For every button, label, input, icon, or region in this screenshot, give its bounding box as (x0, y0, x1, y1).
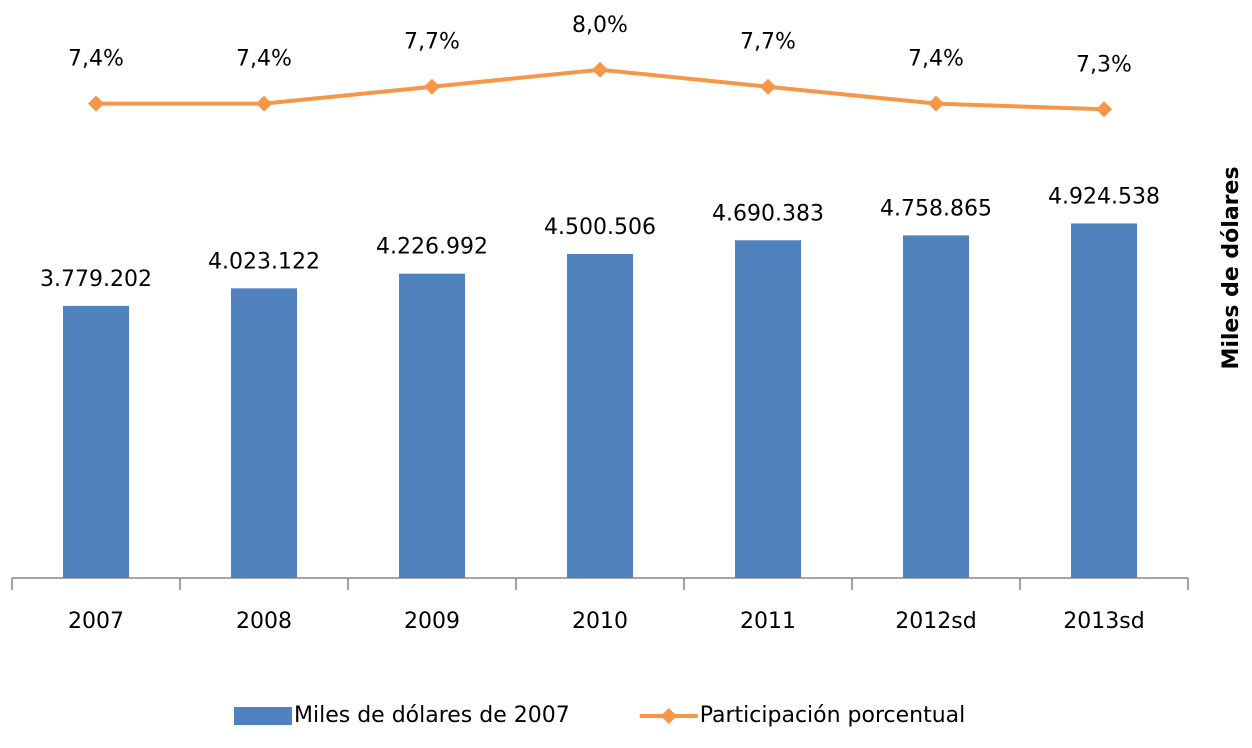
line-marker (592, 61, 608, 78)
data-label: 7,4% (908, 47, 964, 72)
y-axis-title: Miles de dólares (1219, 166, 1244, 369)
x-tick-label: 2011 (740, 609, 796, 634)
data-label: 4.500.506 (544, 215, 656, 240)
data-label: 7,7% (404, 30, 460, 55)
bar (63, 305, 129, 578)
line-marker (88, 95, 104, 112)
legend-label: Participación porcentual (700, 703, 966, 728)
data-label: 7,3% (1076, 52, 1132, 77)
data-label: 4.924.538 (1048, 184, 1160, 209)
line-marker (1096, 101, 1112, 118)
data-label: 8,0% (572, 13, 628, 38)
data-label: 7,4% (236, 47, 292, 72)
line-marker (424, 78, 440, 95)
line-marker (928, 95, 944, 112)
data-label: 3.779.202 (40, 267, 152, 292)
data-label: 4.226.992 (376, 235, 488, 260)
legend-marker (660, 708, 677, 724)
bar (399, 273, 465, 578)
bar (735, 240, 801, 578)
legend-swatch (234, 707, 292, 725)
x-tick-label: 2012sd (895, 609, 976, 634)
x-tick-label: 2009 (404, 609, 460, 634)
data-label: 4.023.122 (208, 249, 320, 274)
x-tick-label: 2013sd (1063, 609, 1144, 634)
x-tick-label: 2008 (236, 609, 292, 634)
bar (231, 288, 297, 578)
data-label: 4.758.865 (880, 196, 992, 221)
bar (567, 253, 633, 578)
bar (903, 235, 969, 578)
bar (1071, 223, 1137, 578)
x-tick-label: 2007 (68, 609, 124, 634)
data-label: 7,4% (68, 47, 124, 72)
data-label: 4.690.383 (712, 201, 824, 226)
line-marker (256, 95, 272, 112)
data-label: 7,7% (740, 30, 796, 55)
legend-label: Miles de dólares de 2007 (294, 703, 570, 728)
x-tick-label: 2010 (572, 609, 628, 634)
line-marker (760, 78, 776, 95)
